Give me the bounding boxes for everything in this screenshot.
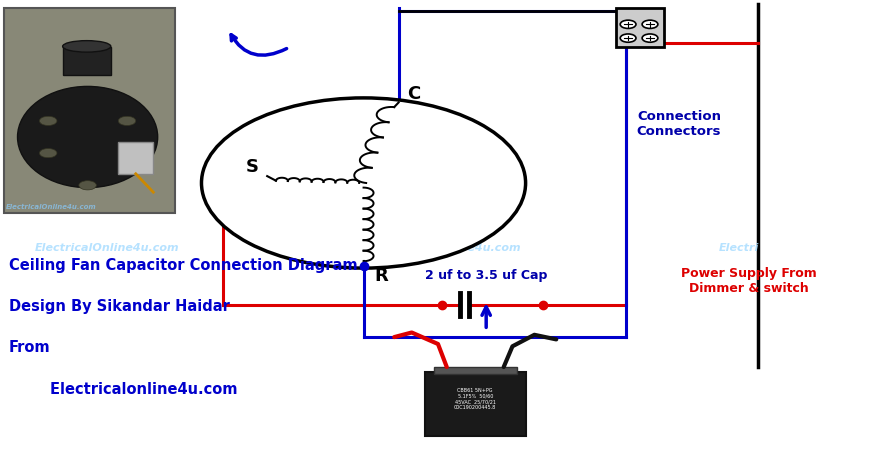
Circle shape bbox=[118, 149, 136, 158]
FancyBboxPatch shape bbox=[425, 372, 526, 436]
Text: ElectricalOnline4u.com: ElectricalOnline4u.com bbox=[377, 242, 521, 252]
FancyBboxPatch shape bbox=[4, 9, 175, 213]
Text: ElectricalOnline4u.com: ElectricalOnline4u.com bbox=[6, 204, 96, 210]
Circle shape bbox=[39, 117, 57, 126]
Circle shape bbox=[39, 149, 57, 158]
Text: Ceiling Fan Capacitor Connection Diagram: Ceiling Fan Capacitor Connection Diagram bbox=[9, 257, 357, 272]
Text: Power Supply From
Dimmer & switch: Power Supply From Dimmer & switch bbox=[682, 266, 816, 294]
Text: From: From bbox=[9, 340, 51, 355]
Text: S: S bbox=[245, 158, 258, 176]
Circle shape bbox=[79, 181, 96, 190]
Text: 2 uf to 3.5 uf Cap: 2 uf to 3.5 uf Cap bbox=[425, 269, 548, 281]
Ellipse shape bbox=[18, 87, 158, 188]
Circle shape bbox=[642, 21, 658, 29]
Text: Design By Sikandar Haidar: Design By Sikandar Haidar bbox=[9, 298, 230, 313]
FancyBboxPatch shape bbox=[616, 9, 664, 48]
FancyBboxPatch shape bbox=[118, 142, 153, 174]
Text: Electri: Electri bbox=[718, 242, 759, 252]
Text: CBB61 5N+PG
5.1F5%  50/60
45VAC  25/70/21
00C190200445.8: CBB61 5N+PG 5.1F5% 50/60 45VAC 25/70/21 … bbox=[454, 387, 497, 409]
Text: Connection
Connectors: Connection Connectors bbox=[637, 110, 721, 138]
Circle shape bbox=[642, 35, 658, 43]
Text: R: R bbox=[374, 266, 388, 284]
Circle shape bbox=[620, 21, 636, 29]
Circle shape bbox=[620, 35, 636, 43]
Circle shape bbox=[118, 117, 136, 126]
Circle shape bbox=[201, 99, 526, 269]
Text: ElectricalOnline4u.com: ElectricalOnline4u.com bbox=[35, 242, 180, 252]
Ellipse shape bbox=[63, 42, 111, 53]
FancyBboxPatch shape bbox=[63, 48, 111, 76]
Text: C: C bbox=[407, 85, 420, 103]
FancyBboxPatch shape bbox=[434, 367, 517, 374]
Text: Electricalonline4u.com: Electricalonline4u.com bbox=[9, 381, 237, 396]
